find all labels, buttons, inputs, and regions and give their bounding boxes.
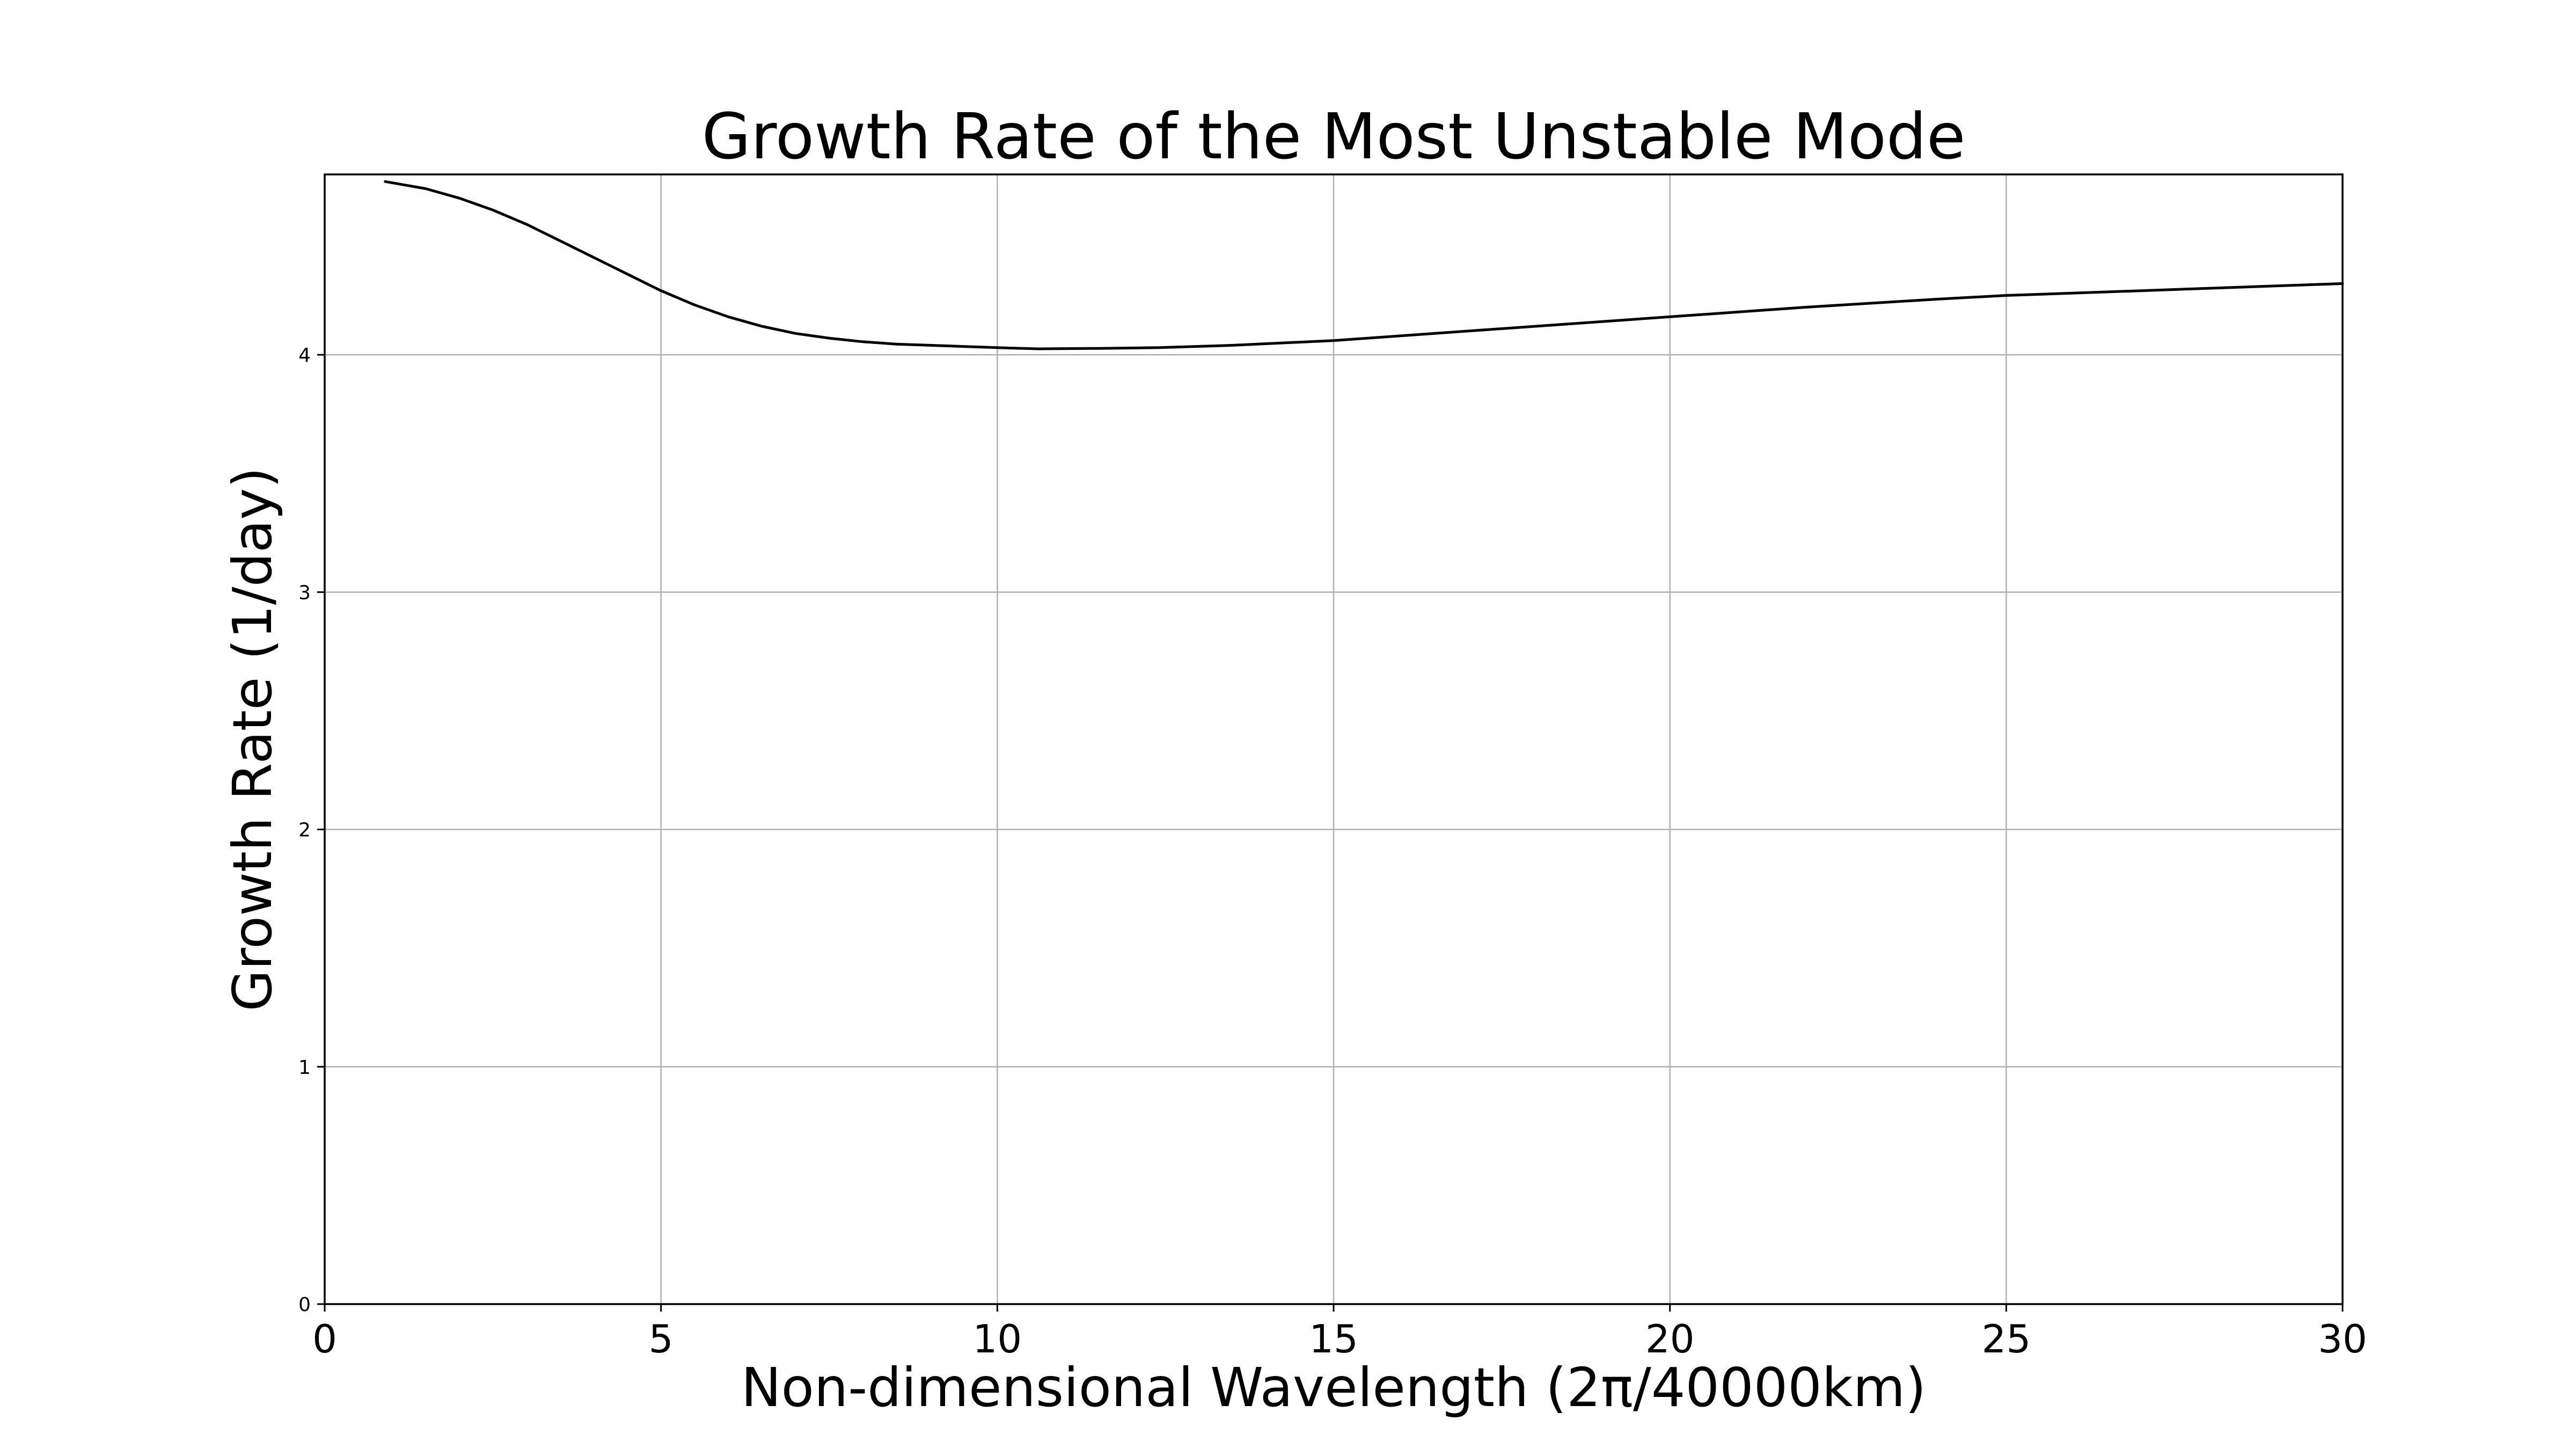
x-tick-label: 25 — [1982, 1316, 2031, 1362]
axis-ticks: 0 5 10 15 20 25 30 0 1 2 3 4 — [298, 345, 2367, 1362]
y-tick-label: 2 — [298, 819, 311, 841]
chart-title: Growth Rate of the Most Unstable Mode — [702, 99, 1966, 173]
x-tick-label: 30 — [2318, 1316, 2367, 1362]
grid-lines — [324, 174, 2344, 1305]
y-tick-label: 4 — [298, 345, 311, 367]
x-tick-label: 5 — [649, 1316, 674, 1362]
y-tick-label: 1 — [298, 1057, 311, 1079]
x-tick-label: 15 — [1309, 1316, 1358, 1362]
x-axis-label: Non-dimensional Wavelength (2π/40000km) — [741, 1356, 1926, 1419]
series-line — [384, 180, 2344, 350]
x-tick-label: 0 — [312, 1316, 337, 1362]
series-layer — [384, 180, 2344, 350]
y-tick-label: 3 — [298, 582, 311, 604]
x-tick-label: 10 — [973, 1316, 1022, 1362]
y-tick-label: 0 — [298, 1294, 311, 1316]
x-tick-label: 20 — [1645, 1316, 1695, 1362]
y-axis-label: Growth Rate (1/day) — [221, 467, 284, 1011]
